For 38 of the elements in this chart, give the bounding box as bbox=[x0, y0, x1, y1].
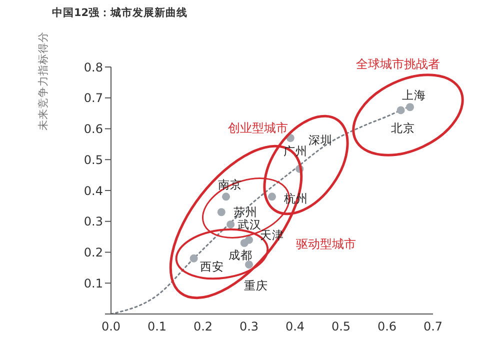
data-label: 上海 bbox=[402, 88, 426, 102]
y-tick-label: 0.4 bbox=[84, 184, 103, 198]
y-tick-label: 0.3 bbox=[84, 214, 103, 229]
annotation: 全球城市挑战者 bbox=[356, 57, 440, 71]
data-label: 北京 bbox=[390, 121, 415, 136]
x-tick-label: 0.2 bbox=[193, 320, 213, 334]
y-tick-label: 0.1 bbox=[84, 276, 103, 290]
x-tick-label: 0.3 bbox=[239, 320, 259, 334]
annotation: 驱动型城市 bbox=[296, 237, 356, 251]
point bbox=[406, 103, 414, 112]
x-tick-label: 0.6 bbox=[377, 320, 397, 334]
x-tick-label: 0.7 bbox=[423, 320, 443, 334]
y-tick-label: 0.6 bbox=[84, 122, 103, 136]
annotation: 创业型城市 bbox=[228, 121, 288, 135]
x-tick-label: 0.5 bbox=[331, 320, 351, 334]
point bbox=[268, 192, 276, 201]
y-tick-label: 0.8 bbox=[84, 60, 103, 74]
y-tick-label: 0.5 bbox=[84, 152, 103, 167]
data-label: 苏州 bbox=[233, 205, 258, 220]
point bbox=[217, 208, 226, 216]
point bbox=[245, 260, 253, 269]
data-label: 西安 bbox=[200, 259, 224, 274]
x-tick-label: 0.1 bbox=[147, 320, 167, 334]
point bbox=[226, 220, 235, 228]
data-label: 重庆 bbox=[244, 278, 268, 293]
point bbox=[396, 106, 405, 114]
x-tick-label: 0.4 bbox=[285, 320, 305, 334]
point bbox=[222, 192, 230, 201]
y-axis-title: 未来竞争力指标得分 bbox=[36, 32, 50, 130]
point bbox=[240, 238, 248, 247]
y-tick-label: 0.2 bbox=[84, 246, 103, 260]
data-label: 武汉 bbox=[238, 217, 262, 232]
y-tick-label: 0.7 bbox=[84, 91, 103, 106]
x-tick-label: 0.0 bbox=[101, 320, 121, 334]
data-label: 深圳 bbox=[308, 133, 332, 148]
data-label: 成都 bbox=[228, 248, 252, 262]
point bbox=[190, 254, 198, 262]
chart-title: 中国12强：城市发展新曲线 bbox=[52, 6, 188, 20]
